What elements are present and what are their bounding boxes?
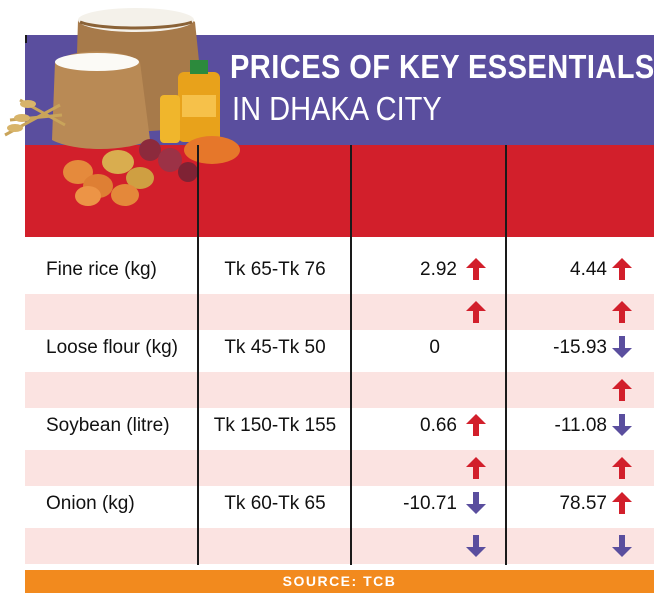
change-b-value: -15.93 [553,337,607,358]
up-arrow-icon [612,379,632,401]
price-range: Tk 60-Tk 65 [224,493,326,514]
change-a-value: 0.66 [420,415,457,436]
down-arrow-icon [612,336,632,358]
item-name: Fine rice (kg) [46,259,157,280]
price-range: Tk 150-Tk 155 [213,415,337,436]
up-arrow-icon [612,492,632,514]
change-b-value: 78.57 [559,493,607,514]
change-a-value: 0 [429,337,440,358]
change-a-value: 2.92 [420,259,457,280]
item-name: Onion (kg) [46,493,135,514]
up-arrow-icon [466,301,486,323]
down-arrow-icon [466,535,486,557]
column-divider [25,35,27,43]
up-arrow-icon [466,258,486,280]
price-range: Tk 45-Tk 50 [224,337,326,358]
sub-row [25,294,654,330]
item-name: Loose flour (kg) [46,337,179,358]
sub-row [25,450,654,486]
change-a-value: -10.71 [403,493,457,514]
column-divider [350,145,352,565]
down-arrow-icon [466,492,486,514]
down-arrow-icon [612,535,632,557]
up-arrow-icon [466,457,486,479]
sub-row [25,372,654,408]
price-range: Tk 65-Tk 76 [224,259,326,280]
item-name: Soybean (litre) [46,415,170,436]
source-bar: SOURCE: TCB [25,570,654,593]
change-b-value: 4.44 [570,259,607,280]
change-b-value: -11.08 [554,415,607,436]
up-arrow-icon [612,301,632,323]
column-divider [505,145,507,565]
up-arrow-icon [466,414,486,436]
up-arrow-icon [612,457,632,479]
column-divider [197,145,199,565]
sub-row [25,528,654,564]
page-subtitle: IN DHAKA CITY [232,90,442,127]
up-arrow-icon [612,258,632,280]
page-title: PRICES OF KEY ESSENTIALS [230,48,654,85]
down-arrow-icon [612,414,632,436]
groceries-illustration [4,8,240,206]
